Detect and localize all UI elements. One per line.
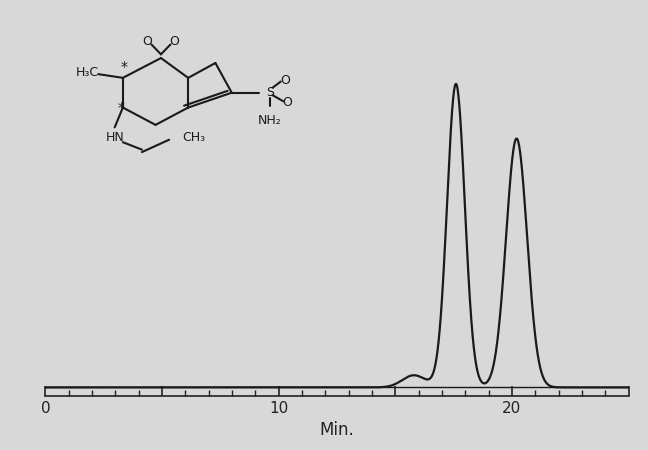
Text: CH₃: CH₃ (183, 131, 206, 144)
Text: *: * (121, 60, 128, 74)
Text: O: O (280, 74, 290, 87)
Text: O: O (143, 36, 152, 49)
Text: H₃C: H₃C (76, 67, 99, 79)
Text: O: O (283, 96, 292, 109)
Text: NH₂: NH₂ (258, 114, 282, 127)
Text: *: * (117, 100, 124, 115)
Text: HN: HN (106, 131, 124, 144)
Text: O: O (170, 36, 179, 49)
Text: S: S (266, 86, 274, 99)
X-axis label: Min.: Min. (319, 421, 354, 439)
